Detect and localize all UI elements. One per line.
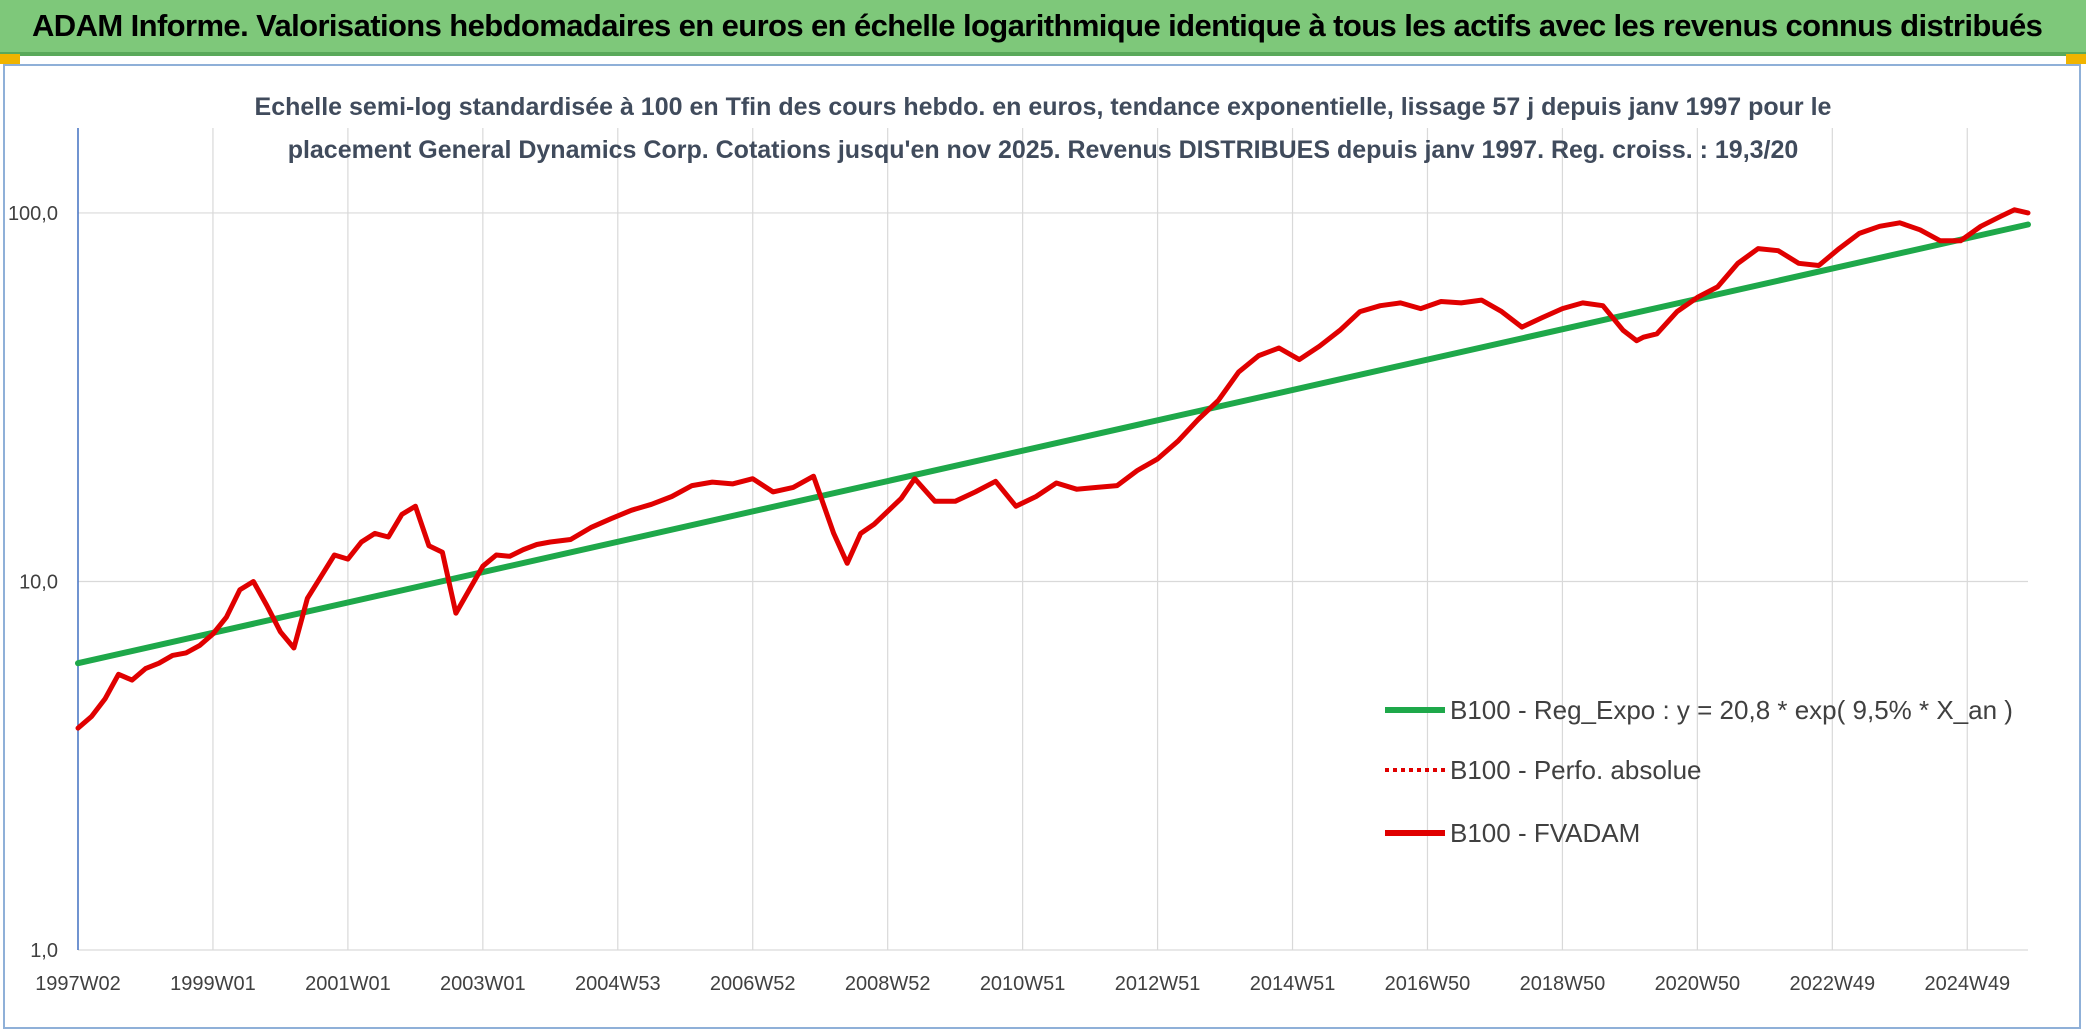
corner-marker-right [2066, 54, 2086, 64]
series [75, 207, 2031, 731]
legend-label-regression: B100 - Reg_Expo : y = 20,8 * exp( 9,5% *… [1450, 695, 2013, 725]
x-tick-label: 2020W50 [1655, 973, 1741, 995]
grid [77, 128, 2028, 951]
x-tick-label: 2016W50 [1385, 973, 1471, 995]
x-tick-labels: 1997W02 1999W01 2001W01 2003W01 2004W53 2006W… [35, 973, 2010, 995]
x-tick-label: 2006W52 [710, 973, 796, 995]
x-tick-label: 2024W49 [1924, 973, 2010, 995]
y-tick-label: 1,0 [30, 940, 58, 962]
series-line-regression [75, 221, 2031, 667]
x-tick-label: 1999W01 [170, 973, 256, 995]
y-tick-labels: 100,0 10,0 1,0 [8, 203, 58, 962]
x-tick-label: 2012W51 [1115, 973, 1201, 995]
y-tick-label: 100,0 [8, 203, 58, 225]
legend: B100 - Reg_Expo : y = 20,8 * exp( 9,5% *… [1385, 695, 2013, 848]
header-banner: ADAM Informe. Valorisations hebdomadaire… [0, 0, 2086, 56]
x-tick-label: 1997W02 [35, 973, 121, 995]
page-title: ADAM Informe. Valorisations hebdomadaire… [32, 8, 2043, 43]
chart-title-line2: placement General Dynamics Corp. Cotatio… [288, 136, 1799, 164]
chart-frame [3, 64, 2081, 1029]
legend-label-fvadam: B100 - FVADAM [1450, 818, 1640, 848]
x-tick-label: 2004W53 [575, 973, 661, 995]
corner-marker-left [0, 54, 20, 64]
x-tick-label: 2003W01 [440, 973, 526, 995]
x-tick-label: 2010W51 [980, 973, 1066, 995]
y-tick-label: 10,0 [19, 571, 58, 593]
series-line-fvadam [75, 207, 2031, 731]
x-tick-label: 2022W49 [1790, 973, 1876, 995]
x-tick-label: 2018W50 [1520, 973, 1606, 995]
chart-title-line1: Echelle semi-log standardisée à 100 en T… [255, 93, 1832, 121]
x-tick-label: 2008W52 [845, 973, 931, 995]
legend-label-perfo: B100 - Perfo. absolue [1450, 755, 1702, 785]
x-tick-label: 2014W51 [1250, 973, 1336, 995]
x-tick-label: 2001W01 [305, 973, 391, 995]
